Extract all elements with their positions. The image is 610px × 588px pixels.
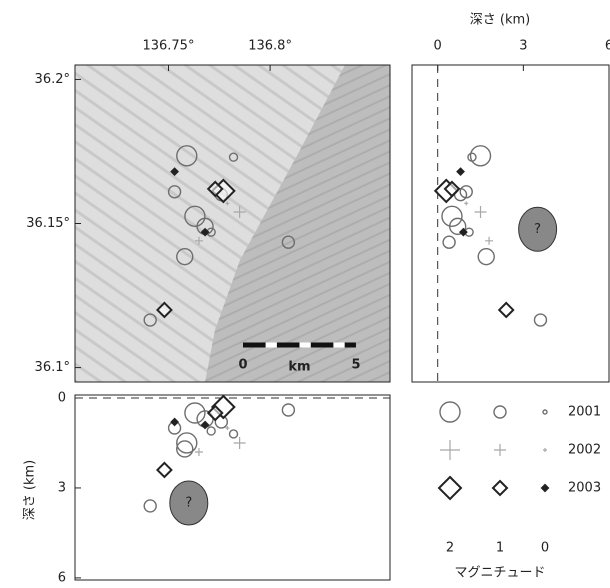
ew-frame	[75, 395, 390, 580]
legend-magnitude: 2	[446, 541, 454, 556]
ns-x-tick-label: 6	[605, 39, 610, 54]
scale-label: 0	[238, 358, 247, 373]
hypocenter	[202, 422, 208, 428]
scale-label: 5	[351, 358, 360, 373]
legend-title: マグニチュード	[454, 566, 545, 581]
ew-y-tick-label: 0	[58, 390, 66, 405]
hypocenter	[458, 169, 464, 175]
legend-marker	[543, 410, 547, 414]
hypocenter	[202, 229, 208, 235]
ns-frame	[412, 65, 609, 382]
annotation: ?	[185, 495, 192, 510]
map-y-tick-label: 36.1°	[35, 360, 70, 375]
ns-xlabel: 深さ (km)	[470, 13, 530, 28]
scale-unit: km	[288, 360, 310, 375]
ew-y-tick-label: 6	[58, 570, 66, 585]
legend-year: 2001	[568, 405, 601, 420]
hypocenter	[172, 169, 178, 175]
legend-marker	[439, 477, 461, 499]
ns-x-tick-label: 0	[434, 39, 442, 54]
map-x-tick-label: 136.8°	[248, 39, 292, 54]
legend-marker	[494, 406, 506, 418]
annotation: ?	[534, 222, 541, 237]
legend-marker	[494, 444, 506, 456]
ew-y-tick-label: 3	[58, 480, 66, 495]
legend-year: 2003	[568, 481, 601, 496]
legend-marker	[542, 485, 548, 491]
legend-marker	[440, 440, 460, 460]
hypocenter	[460, 229, 466, 235]
hypocenter	[172, 419, 178, 425]
ew-ylabel: 深さ (km)	[23, 460, 38, 520]
figure: 深さ (km) 深さ (km) マグニチュード 136.75° 136.8° 36.…	[0, 0, 610, 588]
map-y-tick-label: 36.2°	[35, 72, 70, 87]
legend-magnitude: 1	[496, 541, 504, 556]
map-y-tick-label: 36.15°	[26, 216, 70, 231]
ns-x-tick-label: 3	[519, 39, 527, 54]
legend-marker	[440, 402, 460, 422]
legend-magnitude: 0	[541, 541, 549, 556]
map-x-tick-label: 136.75°	[142, 39, 194, 54]
legend-marker	[493, 481, 507, 495]
legend-year: 2002	[568, 443, 601, 458]
legend-marker	[543, 448, 547, 452]
